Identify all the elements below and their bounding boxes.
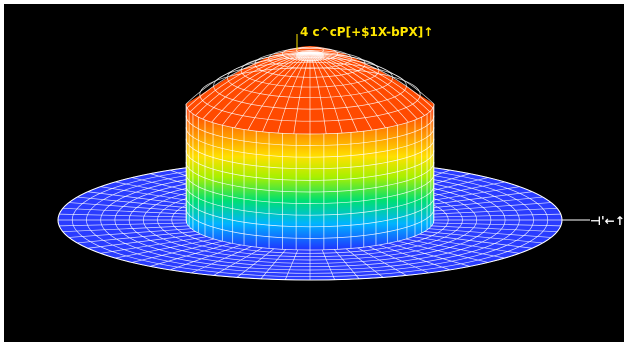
dome-meridian (247, 51, 311, 131)
surface-plot: 4 c^cP[+$1X-bPX]↑ ⊣'←↑ (57, 25, 624, 281)
edge-label: ⊣'←↑ (590, 214, 624, 228)
cylinder-ring (185, 208, 435, 239)
disc-spoke (191, 246, 252, 274)
cylinder-ring (185, 219, 435, 251)
dome-meridian (211, 51, 311, 123)
dome-meridian (309, 51, 434, 109)
disc-spoke (428, 202, 552, 212)
disc-spoke (169, 244, 242, 271)
dome-meridian (309, 51, 431, 113)
disc-spoke (284, 249, 299, 280)
dome-meridian (185, 51, 311, 105)
dome-meridian (277, 51, 311, 134)
dome-meridian (202, 51, 311, 120)
dome-meridian (293, 51, 311, 134)
cylinder-ring (185, 161, 435, 193)
disc-spoke (433, 222, 561, 227)
disc-spoke (260, 249, 287, 280)
disc-spoke (333, 249, 360, 280)
cylinder-ring (185, 150, 435, 181)
cylinder-ring (185, 115, 435, 146)
dome-meridian (309, 51, 373, 131)
cylinder-ring (185, 138, 435, 170)
disc-spoke (62, 207, 189, 215)
disc-spoke (368, 246, 429, 274)
disc-spoke (424, 231, 543, 244)
disc-spoke (424, 196, 543, 209)
disc-spoke (77, 231, 196, 244)
cylinder-ring (185, 185, 435, 216)
disc-spoke (431, 225, 558, 233)
disc-spoke (345, 248, 384, 278)
disc-spoke (419, 233, 533, 249)
disc-spoke (213, 247, 263, 276)
disc-spoke (428, 228, 552, 238)
disc-spoke (388, 242, 470, 267)
disc-spoke (131, 240, 223, 263)
peak-label: 4 c^cP[+$1X-bPX]↑ (300, 25, 433, 39)
dome-meridian (222, 51, 311, 126)
dome-meridian (309, 51, 343, 134)
dome-meridian (195, 51, 311, 116)
mesh-grid (185, 46, 435, 251)
dome-meridian (309, 51, 398, 126)
dome-meridian (309, 51, 409, 123)
cylinder-ring (185, 173, 435, 204)
disc-spoke (68, 202, 192, 212)
disc-spoke (87, 233, 201, 249)
disc-spoke (150, 242, 232, 267)
dome-meridian (262, 51, 311, 132)
dome-meridian (309, 51, 386, 128)
dome-meridian (189, 51, 311, 113)
disc-spoke (357, 247, 407, 276)
disc-spoke (59, 222, 187, 227)
disc-spoke (433, 213, 561, 218)
dome-meridian (309, 51, 418, 120)
disc-spoke (431, 207, 558, 215)
cylinder-ring (185, 127, 435, 158)
disc-spoke (62, 225, 189, 233)
disc-spoke (321, 249, 336, 280)
disc-spoke (68, 228, 192, 238)
cylinder-ring (185, 196, 435, 228)
disc-spoke (59, 213, 187, 218)
dome-meridian (309, 51, 425, 116)
dome-meridian (309, 51, 327, 134)
disc-spoke (378, 244, 451, 271)
disc-spoke (419, 191, 533, 207)
disc-spoke (405, 238, 505, 259)
disc-spoke (397, 240, 489, 263)
dome-meridian (234, 51, 311, 128)
disc-spoke (236, 248, 275, 278)
disc-spoke (77, 196, 196, 209)
dome-meridian (309, 51, 435, 105)
disc-spoke (100, 236, 207, 254)
disc-spoke (87, 191, 201, 207)
3d-viewport[interactable]: 4 c^cP[+$1X-bPX]↑ ⊣'←↑ (4, 4, 624, 342)
disc-spoke (413, 236, 520, 254)
dome-meridian (309, 51, 358, 132)
dome-meridian (186, 51, 311, 109)
disc-spoke (115, 238, 215, 259)
